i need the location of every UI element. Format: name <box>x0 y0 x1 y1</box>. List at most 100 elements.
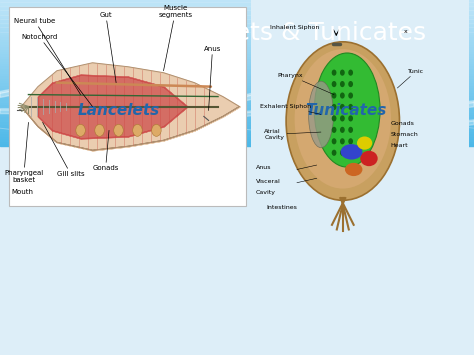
Ellipse shape <box>348 92 353 99</box>
Bar <box>0 92 474 94</box>
Ellipse shape <box>340 104 345 110</box>
Text: Pharyngeal
basket: Pharyngeal basket <box>4 122 43 183</box>
Bar <box>0 146 474 355</box>
Bar <box>0 85 474 87</box>
Bar <box>0 41 474 44</box>
Ellipse shape <box>348 81 353 87</box>
Bar <box>0 44 474 46</box>
Ellipse shape <box>340 138 345 144</box>
Text: Gonads: Gonads <box>92 130 119 171</box>
Ellipse shape <box>295 49 391 189</box>
Bar <box>0 114 474 116</box>
Ellipse shape <box>340 150 345 156</box>
Ellipse shape <box>332 81 337 87</box>
Ellipse shape <box>340 81 345 87</box>
Bar <box>0 121 474 124</box>
Bar <box>0 78 474 80</box>
Text: Visceral: Visceral <box>255 179 280 184</box>
Ellipse shape <box>348 104 353 110</box>
Ellipse shape <box>345 163 363 176</box>
Ellipse shape <box>332 115 337 121</box>
Bar <box>0 56 474 58</box>
Ellipse shape <box>332 92 337 99</box>
Bar <box>0 97 474 99</box>
Bar <box>0 119 474 121</box>
Bar <box>0 73 474 75</box>
Bar <box>0 7 474 10</box>
Bar <box>0 116 474 119</box>
Ellipse shape <box>348 127 353 133</box>
Text: Anus: Anus <box>255 165 271 170</box>
Ellipse shape <box>348 70 353 76</box>
Bar <box>0 90 474 92</box>
Ellipse shape <box>332 104 337 110</box>
Bar <box>0 12 474 15</box>
Bar <box>0 82 474 85</box>
Text: Stomach: Stomach <box>391 132 419 137</box>
FancyBboxPatch shape <box>9 7 246 206</box>
Bar <box>0 32 474 34</box>
Ellipse shape <box>114 124 123 136</box>
Ellipse shape <box>95 124 104 136</box>
Bar <box>0 129 474 131</box>
Bar <box>0 107 474 109</box>
Bar <box>0 111 474 114</box>
Bar <box>0 15 474 17</box>
Bar <box>0 51 474 53</box>
Text: Intestines: Intestines <box>266 205 297 210</box>
Bar <box>0 29 474 32</box>
Ellipse shape <box>314 53 380 167</box>
Bar <box>0 80 474 82</box>
Ellipse shape <box>332 127 337 133</box>
Ellipse shape <box>309 81 334 148</box>
Ellipse shape <box>348 115 353 121</box>
Ellipse shape <box>332 150 337 156</box>
Ellipse shape <box>332 138 337 144</box>
Bar <box>0 68 474 70</box>
Bar <box>0 58 474 61</box>
Ellipse shape <box>357 136 372 150</box>
Bar <box>0 46 474 49</box>
Bar <box>0 17 474 20</box>
Text: Heart: Heart <box>391 143 409 148</box>
Ellipse shape <box>348 150 353 156</box>
Bar <box>0 20 474 22</box>
Bar <box>0 104 474 107</box>
Bar <box>0 143 474 146</box>
Text: Neural tube: Neural tube <box>14 18 81 94</box>
Bar <box>0 126 474 129</box>
Ellipse shape <box>340 127 345 133</box>
Ellipse shape <box>332 70 337 76</box>
Bar <box>0 36 474 39</box>
Text: Gut: Gut <box>100 12 116 83</box>
Bar <box>0 27 474 29</box>
Bar <box>0 39 474 41</box>
Bar <box>0 49 474 51</box>
Bar <box>0 34 474 36</box>
Text: Pharynx: Pharynx <box>277 73 334 95</box>
Text: Exhalent Siphon: Exhalent Siphon <box>260 104 321 114</box>
Ellipse shape <box>152 124 161 136</box>
Bar <box>0 63 474 65</box>
Text: Lancelets: Lancelets <box>77 103 160 118</box>
Bar <box>0 102 474 104</box>
Bar <box>0 133 474 136</box>
Bar <box>0 53 474 56</box>
Ellipse shape <box>76 124 85 136</box>
Bar <box>0 141 474 143</box>
Bar <box>0 61 474 63</box>
Bar <box>0 87 474 90</box>
Bar <box>0 75 474 78</box>
Bar <box>0 124 474 126</box>
Text: Pictures of Lancelets & Tunicates: Pictures of Lancelets & Tunicates <box>14 21 426 45</box>
Ellipse shape <box>340 115 345 121</box>
Bar <box>0 94 474 97</box>
Ellipse shape <box>360 151 378 166</box>
Text: Inhalent Siphon: Inhalent Siphon <box>270 24 319 29</box>
Text: Cavity: Cavity <box>255 190 275 195</box>
Bar <box>0 65 474 68</box>
Ellipse shape <box>133 124 142 136</box>
Text: Gill slits: Gill slits <box>43 122 84 177</box>
Bar <box>0 5 474 7</box>
Text: Tunicates: Tunicates <box>305 103 387 118</box>
